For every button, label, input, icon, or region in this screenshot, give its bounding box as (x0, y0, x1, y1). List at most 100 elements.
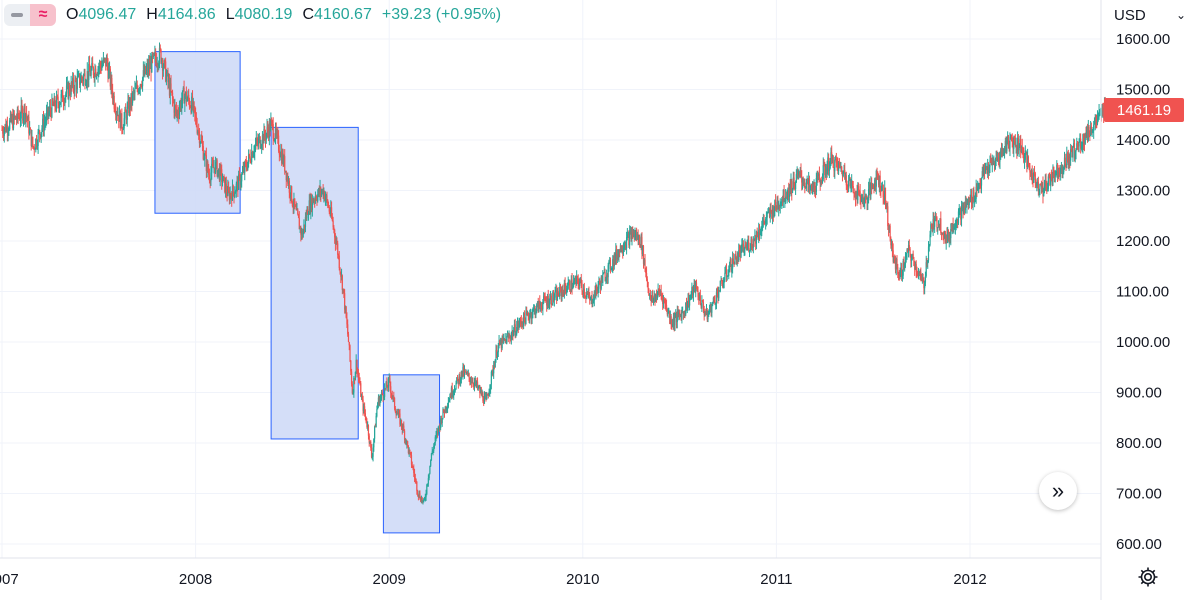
candle-body (42, 118, 45, 131)
candle-body (957, 211, 960, 224)
candle-body (652, 295, 654, 301)
candle-body (208, 171, 210, 175)
candle-body (774, 200, 776, 212)
candle-body (308, 200, 310, 215)
candle-body (490, 371, 492, 385)
candle-body (1000, 149, 1003, 156)
time-axis[interactable]: 2007 2008 2009 2010 2011 2012 (0, 571, 987, 588)
candle-body (261, 145, 263, 148)
candle-body (303, 224, 305, 231)
candle-body (187, 94, 189, 99)
candle-body (476, 381, 479, 388)
candle-body (159, 47, 161, 50)
candle-body (761, 224, 764, 227)
candle-body (509, 338, 512, 340)
candle-body (83, 73, 85, 76)
candle-body (461, 370, 463, 376)
candle-body (151, 54, 153, 73)
candle-body (1092, 130, 1094, 132)
candle-body (530, 312, 532, 319)
candle-body (550, 295, 552, 304)
candle-body (415, 479, 417, 482)
currency-selector[interactable]: USD ⌄ (1106, 2, 1200, 28)
candle-body (1041, 182, 1043, 188)
candle-body (609, 260, 612, 270)
candle-body (1096, 118, 1099, 124)
candle-body (791, 188, 794, 193)
candle-body (82, 75, 85, 81)
candle-body (514, 324, 516, 336)
candle-body (60, 94, 62, 103)
x-tick-label: 2010 (566, 571, 599, 588)
candle-body (489, 389, 491, 392)
candle-body (757, 236, 759, 239)
candle-body (1062, 172, 1064, 175)
candle-body (19, 116, 21, 120)
candle-body (287, 180, 290, 184)
candle-body (469, 377, 471, 382)
candle-body (689, 296, 691, 299)
candle-body (208, 174, 211, 181)
candle-body (555, 290, 557, 292)
candle-body (987, 166, 989, 174)
gear-icon[interactable] (1136, 565, 1160, 589)
candle-body (1050, 176, 1052, 185)
candle-body (561, 289, 563, 296)
candle-body (352, 392, 354, 394)
scroll-to-realtime-button[interactable]: » (1039, 472, 1077, 510)
last-price-label: 1461.19 (1104, 98, 1184, 122)
wave-icon[interactable]: ≈ (30, 4, 56, 26)
candle-body (115, 112, 118, 116)
candle-body (5, 124, 7, 132)
candle-body (319, 187, 321, 195)
candle-body (966, 203, 968, 208)
candle-body (523, 313, 525, 326)
candle-body (1069, 157, 1071, 161)
candle-body (453, 390, 455, 395)
candle-body (360, 396, 363, 398)
candle-body (746, 244, 748, 249)
candle-body (101, 65, 103, 70)
candle-body (398, 412, 400, 414)
candle-body (168, 80, 171, 96)
candle-body (276, 133, 278, 135)
candle-body (970, 195, 972, 202)
candle-body (52, 99, 54, 105)
candle-body (329, 211, 331, 214)
price-axis[interactable]: 1600.00 1500.00 1400.00 1300.00 1200.00 1100.… (1116, 31, 1170, 553)
candle-body (1003, 150, 1006, 153)
candle-body (482, 393, 484, 402)
candle-body (330, 207, 332, 214)
candle-body (181, 100, 183, 109)
candle-body (434, 437, 436, 443)
candle-body (648, 289, 650, 296)
candle-body (930, 224, 933, 226)
candle-body (917, 272, 919, 275)
highlight-rectangle[interactable] (270, 126, 359, 440)
candle-body (9, 120, 11, 130)
candle-body (149, 62, 151, 69)
minus-icon[interactable] (4, 4, 30, 26)
candle-body (289, 192, 291, 197)
candle-body (139, 84, 141, 90)
candle-body (327, 206, 330, 207)
candle-body (606, 275, 608, 278)
candle-body (874, 179, 876, 189)
candle-body (522, 323, 524, 326)
y-tick-label: 1500.00 (1116, 82, 1170, 99)
legend-toggle[interactable]: ≈ (4, 4, 56, 26)
candle-body (635, 233, 638, 240)
candle-body (211, 163, 213, 173)
candle-body (705, 310, 708, 314)
candle-body (56, 96, 58, 97)
candle-body (911, 253, 913, 258)
candle-body (699, 295, 701, 305)
candle-body (1045, 181, 1047, 185)
candle-body (751, 239, 753, 246)
candle-body (559, 286, 561, 297)
candle-body (1067, 155, 1069, 166)
candle-body (925, 262, 927, 276)
candle-body (407, 441, 409, 446)
candle-body (615, 249, 617, 261)
